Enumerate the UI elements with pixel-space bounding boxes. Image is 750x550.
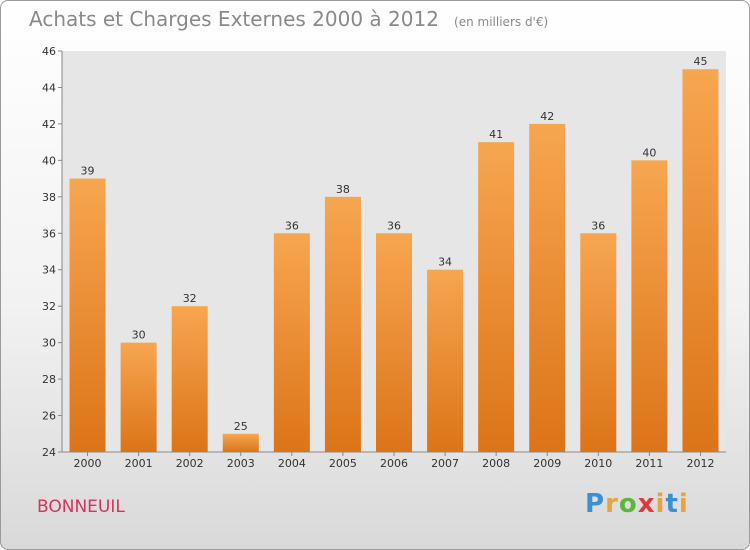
y-tick-label: 42 xyxy=(42,118,56,131)
proxiti-logo: Proxiti xyxy=(585,489,689,519)
x-tick-label: 2003 xyxy=(227,457,255,470)
y-tick-label: 30 xyxy=(42,337,56,350)
x-tick-label: 2008 xyxy=(482,457,510,470)
bar xyxy=(324,196,361,452)
bar xyxy=(222,433,259,452)
x-tick-label: 2011 xyxy=(635,457,663,470)
logo-letter: t xyxy=(665,489,679,519)
y-tick-label: 38 xyxy=(42,191,56,204)
bar xyxy=(631,160,668,452)
chart-title: Achats et Charges Externes 2000 à 2012 xyxy=(29,7,439,31)
x-tick-label: 2002 xyxy=(176,457,204,470)
x-tick-label: 2005 xyxy=(329,457,357,470)
bar xyxy=(376,233,412,452)
data-label: 45 xyxy=(693,55,707,68)
y-tick-label: 44 xyxy=(42,81,56,94)
x-tick-label: 2001 xyxy=(125,457,153,470)
bar xyxy=(427,269,464,452)
x-tick-label: 2004 xyxy=(278,457,306,470)
y-tick-label: 40 xyxy=(42,154,56,167)
data-label: 34 xyxy=(438,256,452,269)
logo-letter: i xyxy=(678,489,689,519)
data-label: 30 xyxy=(132,329,146,342)
bar xyxy=(273,233,310,452)
logo-letter: i xyxy=(655,489,666,519)
data-label: 32 xyxy=(183,292,197,305)
city-name: BONNEUIL xyxy=(37,497,125,517)
chart-unit: (en milliers d'€) xyxy=(454,15,549,29)
logo-letter: x xyxy=(637,489,656,519)
logo-letter: P xyxy=(585,489,606,519)
x-tick-label: 2007 xyxy=(431,457,459,470)
data-label: 42 xyxy=(540,110,554,123)
y-tick-label: 28 xyxy=(42,373,56,386)
logo-letter: o xyxy=(618,489,638,519)
x-tick-label: 2012 xyxy=(686,457,714,470)
y-tick-label: 36 xyxy=(42,227,56,240)
y-tick-label: 26 xyxy=(42,410,56,423)
bar xyxy=(171,306,208,452)
y-tick-label: 32 xyxy=(42,300,56,313)
logo-letter: r xyxy=(605,489,619,519)
bar xyxy=(529,123,566,452)
y-axis: 24 26 28 30 32 34 36 38 40 42 44 46 xyxy=(42,45,63,459)
bar xyxy=(682,69,719,453)
y-tick-label: 34 xyxy=(42,264,56,277)
chart-title-block: Achats et Charges Externes 2000 à 2012 (… xyxy=(29,7,548,31)
data-label: 25 xyxy=(234,420,248,433)
bar xyxy=(478,142,515,453)
bar xyxy=(120,342,157,452)
data-label: 39 xyxy=(81,165,95,178)
data-label: 36 xyxy=(591,219,605,232)
bar xyxy=(580,233,617,452)
x-tick-label: 2000 xyxy=(74,457,102,470)
x-tick-label: 2006 xyxy=(380,457,408,470)
data-label: 40 xyxy=(642,146,656,159)
bar xyxy=(69,178,106,452)
bars: 39 30 32 25 36 38 36 34 41 42 36 40 45 xyxy=(69,55,719,453)
data-label: 36 xyxy=(285,219,299,232)
data-label: 41 xyxy=(489,128,503,141)
x-tick-label: 2009 xyxy=(533,457,561,470)
x-axis: 2000 2001 2002 2003 2004 2005 2006 2007 2008 2009… xyxy=(62,451,726,470)
x-tick-label: 2010 xyxy=(584,457,612,470)
y-tick-label: 46 xyxy=(42,45,56,58)
y-tick-label: 24 xyxy=(42,446,56,459)
data-label: 38 xyxy=(336,183,350,196)
data-label: 36 xyxy=(387,219,401,232)
